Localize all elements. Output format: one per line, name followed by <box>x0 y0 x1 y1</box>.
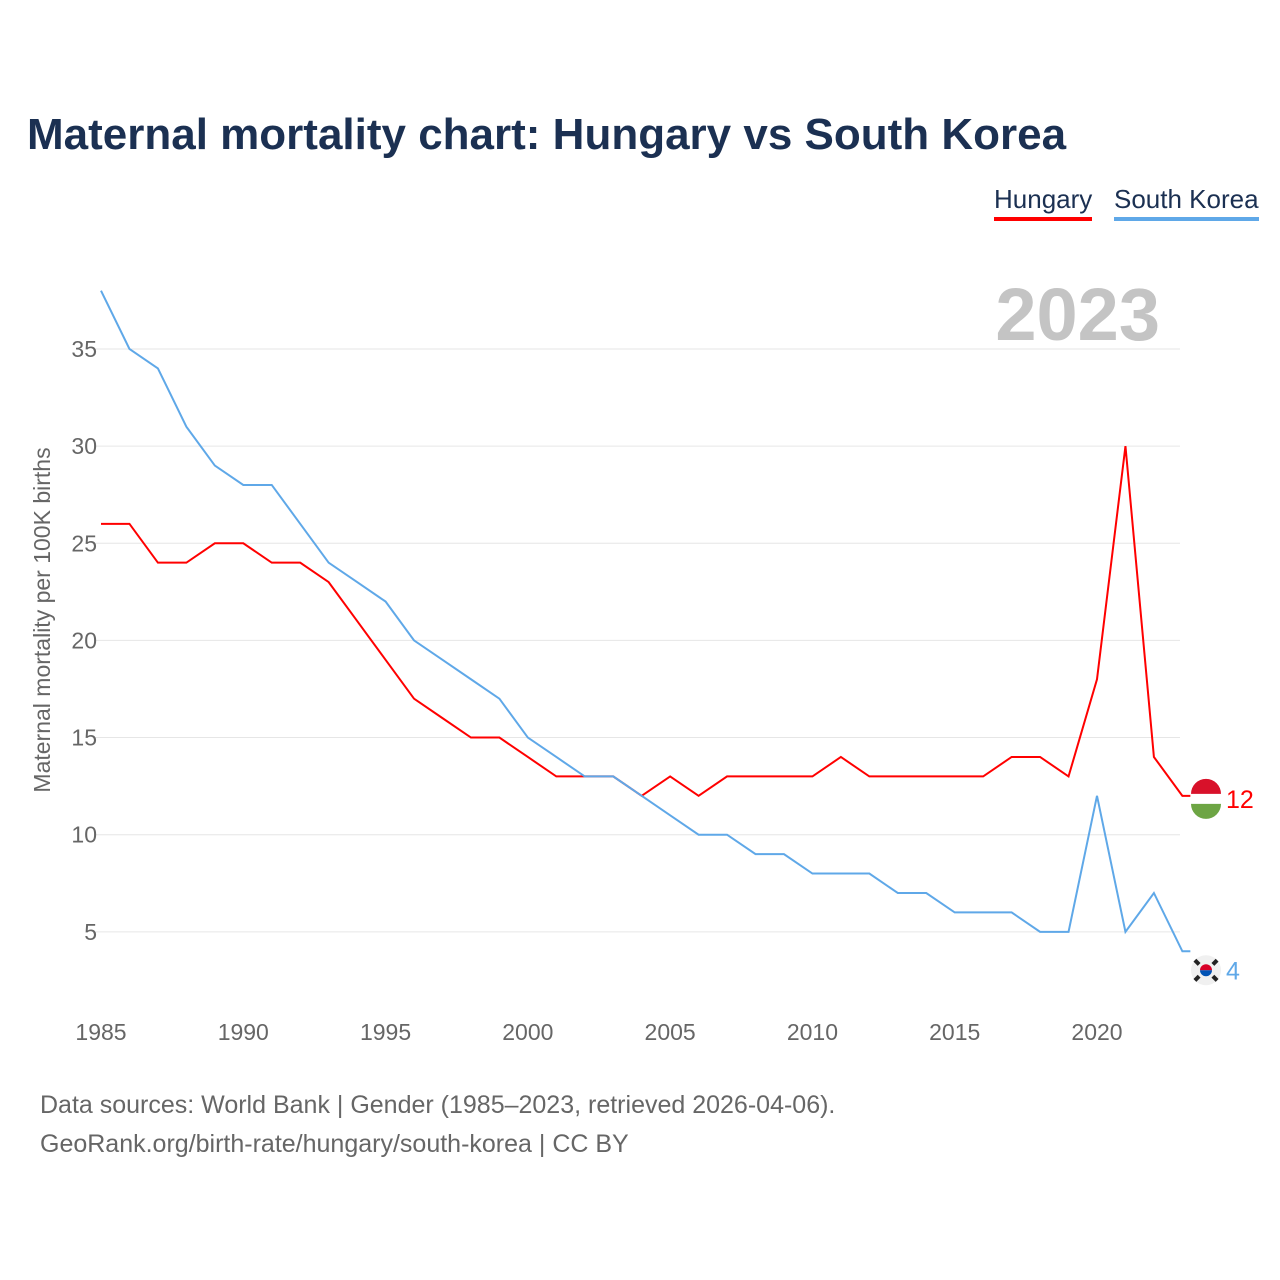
y-axis-label: Maternal mortality per 100K births <box>29 447 55 792</box>
x-tick-label: 2020 <box>1071 1019 1122 1045</box>
korea-flag-trigram <box>1211 958 1219 966</box>
y-tick-label: 15 <box>71 725 97 751</box>
y-tick-label: 35 <box>71 336 97 362</box>
x-tick-label: 1985 <box>75 1019 126 1045</box>
source-text: Data sources: World Bank | Gender (1985–… <box>40 1091 836 1119</box>
x-tick-label: 1990 <box>218 1019 269 1045</box>
hungary-flag-green <box>1191 803 1221 819</box>
source-link[interactable]: GeoRank.org/birth-rate/hungary/south-kor… <box>40 1130 629 1158</box>
korea-flag-trigram <box>1193 974 1201 982</box>
legend-hungary[interactable]: Hungary <box>994 184 1093 221</box>
y-tick-label: 5 <box>84 919 97 945</box>
korea-flag-red <box>1200 964 1212 971</box>
hungary-flag-red <box>1191 778 1221 794</box>
end-value-label: 12 <box>1226 786 1254 814</box>
x-tick-label: 2005 <box>645 1019 696 1045</box>
y-tick-label: 20 <box>71 627 97 653</box>
end-value-label: 4 <box>1226 957 1240 985</box>
x-tick-label: 2010 <box>787 1019 838 1045</box>
x-tick-label: 2000 <box>502 1019 553 1045</box>
y-tick-label: 25 <box>71 530 97 556</box>
series-line-1 <box>100 290 1191 953</box>
korea-flag-blue <box>1200 970 1212 977</box>
series-line-0 <box>101 445 1191 798</box>
y-tick-label: 30 <box>71 433 97 459</box>
korea-flag-trigram <box>1193 958 1201 966</box>
x-tick-label: 2015 <box>929 1019 980 1045</box>
x-tick-label: 1995 <box>360 1019 411 1045</box>
year-label: 2023 <box>995 273 1160 356</box>
korea-flag-trigram <box>1211 974 1219 982</box>
footer: Data sources: World Bank | Gender (1985–… <box>40 1086 835 1164</box>
legend-south-korea[interactable]: South Korea <box>1114 184 1259 221</box>
chart-title: Maternal mortality chart: Hungary vs Sou… <box>27 110 1067 159</box>
y-tick-label: 10 <box>71 822 97 848</box>
